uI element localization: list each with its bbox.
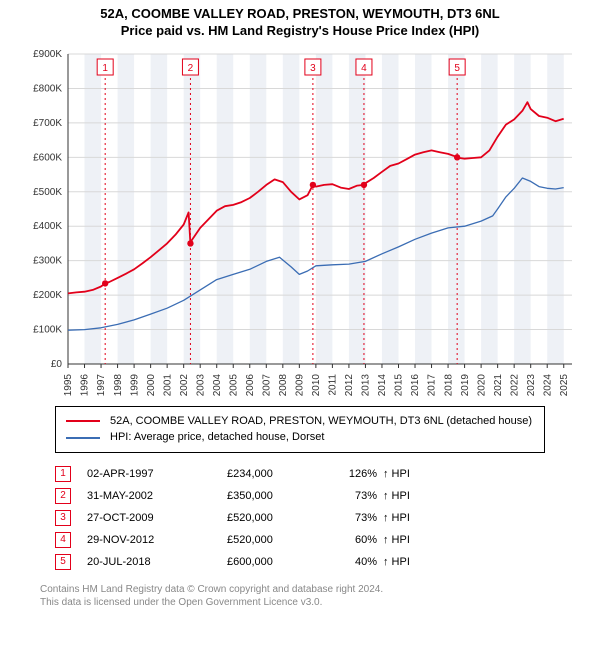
svg-text:2002: 2002 — [179, 373, 190, 395]
chart-container: 52A, COOMBE VALLEY ROAD, PRESTON, WEYMOU… — [0, 0, 600, 650]
sales-row: 4 29-NOV-2012£520,00060% ↑ HPI — [55, 529, 545, 551]
svg-text:2009: 2009 — [295, 373, 306, 395]
svg-text:2019: 2019 — [460, 373, 471, 395]
sales-row: 1 02-APR-1997£234,000126% ↑ HPI — [55, 463, 545, 485]
sale-pct: 73% — [322, 512, 377, 524]
sale-price: £520,000 — [227, 512, 322, 524]
svg-text:4: 4 — [361, 63, 367, 74]
svg-text:£300K: £300K — [33, 255, 62, 266]
sale-marker: 5 — [55, 554, 71, 570]
legend-row: 52A, COOMBE VALLEY ROAD, PRESTON, WEYMOU… — [66, 413, 534, 430]
arrow-up-icon: ↑ HPI — [383, 512, 410, 524]
footnote-line-1: Contains HM Land Registry data © Crown c… — [40, 583, 560, 596]
sale-marker: 3 — [55, 510, 71, 526]
legend-label: HPI: Average price, detached house, Dors… — [110, 429, 324, 446]
svg-text:£900K: £900K — [33, 49, 62, 60]
chart-svg: £0 £100K £200K £300K £400K £500K £600K £700K £80… — [20, 46, 580, 396]
svg-text:2001: 2001 — [162, 373, 173, 395]
svg-text:2017: 2017 — [427, 373, 438, 395]
svg-text:2014: 2014 — [377, 373, 388, 395]
svg-text:2020: 2020 — [476, 373, 487, 395]
svg-text:2004: 2004 — [212, 373, 223, 395]
svg-text:2006: 2006 — [245, 373, 256, 395]
sale-date: 31-MAY-2002 — [87, 490, 227, 502]
svg-text:1998: 1998 — [113, 373, 124, 395]
sale-price: £350,000 — [227, 490, 322, 502]
sale-price: £600,000 — [227, 556, 322, 568]
sales-row: 5 20-JUL-2018£600,00040% ↑ HPI — [55, 551, 545, 573]
svg-text:2003: 2003 — [195, 373, 206, 395]
legend-label: 52A, COOMBE VALLEY ROAD, PRESTON, WEYMOU… — [110, 413, 532, 430]
svg-text:2015: 2015 — [394, 373, 405, 395]
sale-price: £520,000 — [227, 534, 322, 546]
arrow-up-icon: ↑ HPI — [383, 534, 410, 546]
arrow-up-icon: ↑ HPI — [383, 490, 410, 502]
svg-text:2021: 2021 — [493, 373, 504, 395]
svg-text:1995: 1995 — [63, 373, 74, 395]
sale-pct: 73% — [322, 490, 377, 502]
title-block: 52A, COOMBE VALLEY ROAD, PRESTON, WEYMOU… — [0, 0, 600, 40]
sale-pct: 60% — [322, 534, 377, 546]
svg-text:1999: 1999 — [129, 373, 140, 395]
svg-text:2005: 2005 — [228, 373, 239, 395]
sale-marker: 1 — [55, 466, 71, 482]
svg-text:2016: 2016 — [410, 373, 421, 395]
legend-row: HPI: Average price, detached house, Dors… — [66, 429, 534, 446]
svg-text:2022: 2022 — [509, 373, 520, 395]
svg-text:5: 5 — [454, 63, 460, 74]
svg-text:2008: 2008 — [278, 373, 289, 395]
sales-row: 3 27-OCT-2009£520,00073% ↑ HPI — [55, 507, 545, 529]
sale-marker: 4 — [55, 532, 71, 548]
svg-text:2013: 2013 — [361, 373, 372, 395]
title-line-1: 52A, COOMBE VALLEY ROAD, PRESTON, WEYMOU… — [0, 6, 600, 23]
svg-text:£200K: £200K — [33, 290, 62, 301]
arrow-up-icon: ↑ HPI — [383, 556, 410, 568]
svg-text:£0: £0 — [51, 359, 63, 370]
svg-text:£600K: £600K — [33, 152, 62, 163]
svg-text:2025: 2025 — [559, 373, 570, 395]
sale-pct: 126% — [322, 468, 377, 480]
legend-swatch — [66, 420, 100, 422]
svg-text:2018: 2018 — [443, 373, 454, 395]
sale-price: £234,000 — [227, 468, 322, 480]
svg-text:£400K: £400K — [33, 221, 62, 232]
sale-marker: 2 — [55, 488, 71, 504]
sale-date: 02-APR-1997 — [87, 468, 227, 480]
svg-text:2: 2 — [188, 63, 194, 74]
svg-text:2012: 2012 — [344, 373, 355, 395]
footnote: Contains HM Land Registry data © Crown c… — [40, 583, 560, 609]
chart: £0 £100K £200K £300K £400K £500K £600K £700K £80… — [20, 46, 580, 396]
svg-text:£700K: £700K — [33, 118, 62, 129]
sale-date: 29-NOV-2012 — [87, 534, 227, 546]
footnote-line-2: This data is licensed under the Open Gov… — [40, 596, 560, 609]
legend-swatch — [66, 437, 100, 439]
sales-row: 2 31-MAY-2002£350,00073% ↑ HPI — [55, 485, 545, 507]
title-line-2: Price paid vs. HM Land Registry's House … — [0, 23, 600, 40]
arrow-up-icon: ↑ HPI — [383, 468, 410, 480]
sale-date: 27-OCT-2009 — [87, 512, 227, 524]
svg-text:2010: 2010 — [311, 373, 322, 395]
sale-date: 20-JUL-2018 — [87, 556, 227, 568]
svg-text:1997: 1997 — [96, 373, 107, 395]
svg-text:£100K: £100K — [33, 324, 62, 335]
sales-table: 1 02-APR-1997£234,000126% ↑ HPI 2 31-MAY-200… — [55, 463, 545, 573]
sale-pct: 40% — [322, 556, 377, 568]
svg-text:2024: 2024 — [542, 373, 553, 395]
svg-text:1996: 1996 — [80, 373, 91, 395]
svg-text:2023: 2023 — [526, 373, 537, 395]
svg-text:3: 3 — [310, 63, 316, 74]
legend: 52A, COOMBE VALLEY ROAD, PRESTON, WEYMOU… — [55, 406, 545, 453]
svg-text:£800K: £800K — [33, 83, 62, 94]
svg-text:2000: 2000 — [146, 373, 157, 395]
svg-text:2011: 2011 — [328, 373, 339, 395]
svg-text:1: 1 — [102, 63, 108, 74]
svg-text:£500K: £500K — [33, 187, 62, 198]
svg-text:2007: 2007 — [261, 373, 272, 395]
